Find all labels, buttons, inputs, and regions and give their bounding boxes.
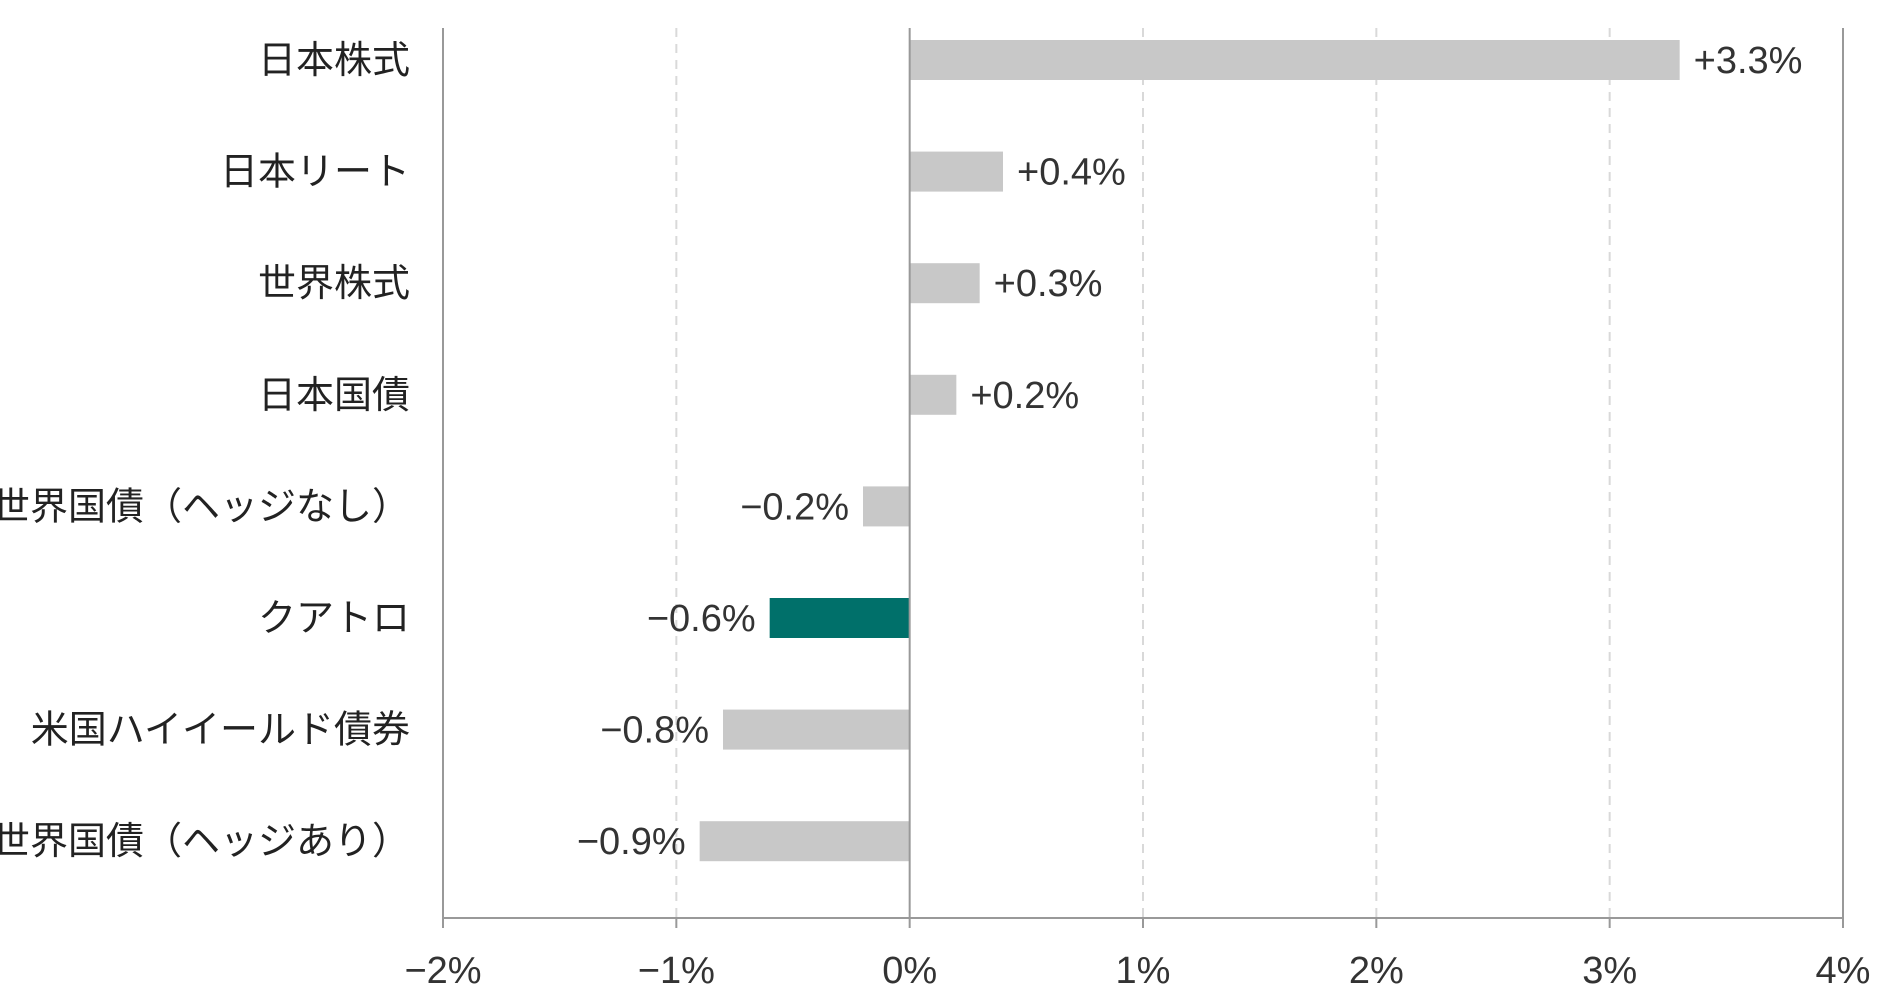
bar: [863, 486, 910, 527]
x-tick-label: 2%: [1349, 950, 1404, 992]
category-label: 日本リート: [220, 150, 410, 194]
data-label: −0.9%: [577, 821, 686, 863]
bar: [723, 709, 910, 750]
category-label: 日本株式: [258, 38, 410, 82]
category-label: クアトロ: [258, 596, 410, 640]
x-tick-label: 1%: [1116, 950, 1171, 992]
bar: [909, 151, 1003, 192]
data-label: +3.3%: [1694, 40, 1803, 82]
x-tick-label: −2%: [404, 950, 481, 992]
category-label: 世界国債（ヘッジなし）: [0, 484, 410, 528]
bar: [769, 598, 910, 638]
label-layer: 日本株式 +3.3% 日本リート +0.4% 世界株式 +0.3% 日本国債 +0.2% 世界国…: [0, 38, 1870, 992]
bar: [909, 40, 1680, 80]
x-tick-label: 4%: [1816, 950, 1871, 992]
grid-layer: [675, 28, 1611, 918]
data-label: −0.2%: [740, 486, 849, 528]
category-label: 世界株式: [258, 261, 410, 305]
x-tick-label: 3%: [1582, 950, 1637, 992]
data-label: +0.3%: [994, 263, 1103, 305]
data-label: −0.6%: [647, 598, 756, 640]
bar-layer: [699, 40, 1680, 862]
category-label: 日本国債: [258, 373, 410, 417]
bar: [909, 263, 980, 304]
x-tick-label: −1%: [638, 950, 715, 992]
category-label: 米国ハイイールド債券: [31, 708, 410, 752]
category-label: 世界国債（ヘッジあり）: [0, 819, 410, 863]
data-label: +0.4%: [1017, 152, 1126, 194]
axis-layer: [442, 28, 1844, 928]
bar: [909, 374, 957, 415]
x-tick-label: 0%: [882, 950, 937, 992]
bar: [699, 821, 910, 862]
data-label: +0.2%: [970, 375, 1079, 417]
data-label: −0.8%: [600, 710, 709, 752]
